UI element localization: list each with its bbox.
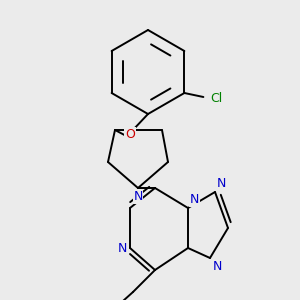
Text: O: O xyxy=(125,128,135,140)
Text: N: N xyxy=(133,190,143,203)
Text: Cl: Cl xyxy=(210,92,223,104)
Text: N: N xyxy=(118,242,127,254)
Text: N: N xyxy=(190,193,200,206)
Text: N: N xyxy=(213,260,222,273)
Text: N: N xyxy=(217,177,226,190)
